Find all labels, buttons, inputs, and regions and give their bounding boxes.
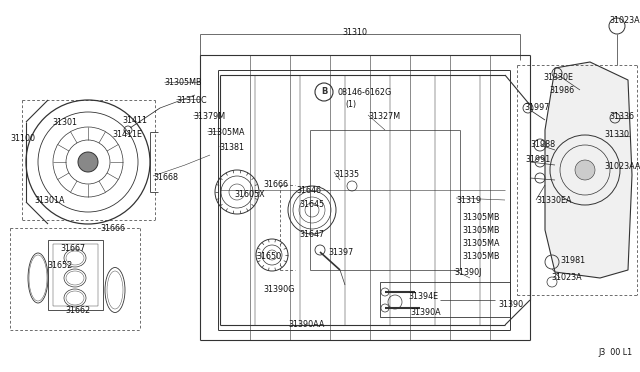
Text: 31330EA: 31330EA (536, 196, 572, 205)
Text: 31988: 31988 (530, 140, 555, 149)
Text: 31986: 31986 (549, 86, 574, 95)
Text: 31397: 31397 (328, 248, 353, 257)
Text: 31662: 31662 (65, 306, 90, 315)
Text: 31390G: 31390G (263, 285, 294, 294)
Bar (48, 240, 103, 310)
Text: 31336: 31336 (609, 112, 634, 121)
Text: 31668: 31668 (153, 173, 178, 182)
Bar (53, 244, 98, 306)
Text: 31310C: 31310C (176, 96, 207, 105)
Text: 31390: 31390 (498, 300, 523, 309)
Text: 31991: 31991 (525, 155, 550, 164)
Text: 31645: 31645 (299, 200, 324, 209)
Text: 31305MA: 31305MA (462, 239, 499, 248)
Text: 31379M: 31379M (193, 112, 225, 121)
Text: 31650: 31650 (256, 252, 281, 261)
Polygon shape (545, 62, 632, 278)
Text: 31305MB: 31305MB (462, 252, 499, 261)
Text: 31605X: 31605X (234, 190, 264, 199)
Text: 31381: 31381 (219, 143, 244, 152)
Text: 31666: 31666 (100, 224, 125, 233)
Text: J3  00 L1: J3 00 L1 (598, 348, 632, 357)
Text: 31305MB: 31305MB (462, 213, 499, 222)
Text: 31390J: 31390J (454, 268, 481, 277)
Text: 31023AB: 31023AB (609, 16, 640, 25)
Text: 31301: 31301 (52, 118, 77, 127)
Text: 31390AA: 31390AA (288, 320, 324, 329)
Text: 31301A: 31301A (34, 196, 65, 205)
Text: 31023AA: 31023AA (604, 162, 640, 171)
Text: 31305MB: 31305MB (462, 226, 499, 235)
Text: 31327M: 31327M (368, 112, 400, 121)
Text: 31319: 31319 (456, 196, 481, 205)
Text: B: B (321, 87, 327, 96)
Text: 31981: 31981 (560, 256, 585, 265)
Text: 31997: 31997 (524, 103, 549, 112)
Text: 31305MA: 31305MA (207, 128, 244, 137)
Text: 31335: 31335 (334, 170, 359, 179)
Text: 31310: 31310 (342, 28, 367, 37)
Bar (380, 282, 510, 317)
Circle shape (575, 160, 595, 180)
Text: 31330E: 31330E (543, 73, 573, 82)
Text: 31411E: 31411E (112, 130, 142, 139)
Text: 31652: 31652 (47, 261, 72, 270)
Text: 08146-6162G: 08146-6162G (338, 88, 392, 97)
Text: 31023A: 31023A (551, 273, 582, 282)
Text: 31667: 31667 (60, 244, 85, 253)
Text: 31330: 31330 (604, 130, 629, 139)
Text: 31100: 31100 (10, 134, 35, 143)
Text: 31390A: 31390A (410, 308, 440, 317)
Text: (1): (1) (345, 100, 356, 109)
Text: 31647: 31647 (299, 230, 324, 239)
Text: 31411: 31411 (122, 116, 147, 125)
Text: 31305MB: 31305MB (164, 78, 202, 87)
Circle shape (78, 152, 98, 172)
Text: 31394E: 31394E (408, 292, 438, 301)
Text: 31666: 31666 (263, 180, 288, 189)
Text: 31646: 31646 (296, 186, 321, 195)
